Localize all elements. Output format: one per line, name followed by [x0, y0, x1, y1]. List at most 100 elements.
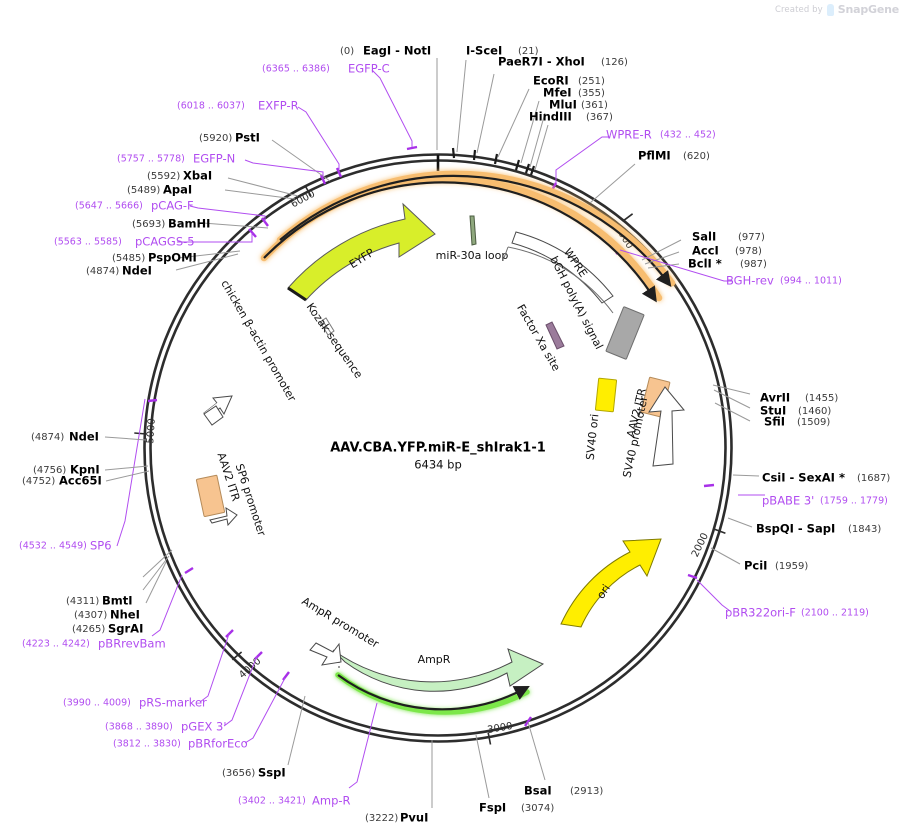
- site-name-pvui: PvuI: [400, 811, 428, 825]
- site-pos-avrii: (1455): [805, 393, 838, 404]
- site-pos-bamhi: (5489): [127, 185, 160, 196]
- feature-label-sv40-ori: SV40 ori: [584, 413, 602, 460]
- site-pos-pflmi: (620): [683, 151, 710, 162]
- site-pos-fspi: (3074): [521, 803, 554, 814]
- orange-arc-outer: [279, 174, 672, 287]
- feature-label-kozak: Kozak sequence: [304, 301, 366, 381]
- primer-name-egfp-c: EGFP-C: [348, 62, 390, 76]
- site-name-fspi: FspI: [479, 801, 506, 815]
- site-pos-pspomi: (4874): [86, 266, 119, 277]
- site-name-stui: StuI: [760, 404, 786, 418]
- primer-range-pcaggs5: (5563 .. 5585): [54, 237, 122, 248]
- feature-factor-xa-site: Factor Xa site: [514, 302, 565, 374]
- feature-label-ampr: AmpR: [418, 653, 451, 666]
- primer-name-pgex3: pGEX 3': [181, 720, 227, 734]
- feature-ori: ori: [560, 538, 662, 628]
- site-pos-ndei: (4874): [31, 432, 64, 443]
- plasmid-title: AAV.CBA.YFP.miR-E_shIrak1-1: [330, 441, 546, 456]
- site-name-mfei: MfeI: [543, 86, 572, 100]
- site-pos-bspqi: (1843): [848, 524, 881, 535]
- site-name-pcii: PciI: [744, 559, 767, 573]
- primer-range-bgh-rev: (994 .. 1011): [780, 276, 842, 287]
- site-name-bsai: BsaI: [524, 784, 552, 798]
- site-name-avrii: AvrII: [760, 391, 790, 405]
- primer-range-egfp-c: (6365 .. 6386): [262, 64, 330, 75]
- created-by-label: Created by: [774, 4, 823, 15]
- feature-sv40-ori: SV40 ori: [584, 377, 618, 461]
- primer-range-prs-marker: (3990 .. 4009): [63, 698, 131, 709]
- primer-name-egfp-n: EGFP-N: [193, 152, 235, 166]
- primer-range-exfp-r: (6018 .. 6037): [177, 101, 245, 112]
- snapgene-logo-icon: [826, 3, 834, 16]
- site-pos-hindiii: (367): [586, 112, 613, 123]
- snapgene-name: SnapGene: [837, 3, 899, 16]
- site-name-sali: SalI: [692, 230, 716, 244]
- labels-top: (0) EagI - NotI I-SceI (21) PaeR7I - Xho…: [340, 44, 716, 204]
- site-name-sspi: SspI: [258, 766, 286, 780]
- plasmid-size: 6434 bp: [414, 458, 462, 472]
- site-pos-sspi: (3656): [222, 768, 255, 779]
- feature-chicken-bactin-promoter: chicken β-actin promoter: [203, 278, 299, 426]
- primer-range-egfp-n: (5757 .. 5778): [117, 154, 185, 165]
- site-pos-acci: (978): [735, 246, 762, 257]
- orange-arc-inner: [263, 181, 657, 303]
- tick-label-4000: 4000: [237, 656, 263, 681]
- site-pos-csii: (1687): [857, 473, 890, 484]
- feature-label-ampr-promoter: AmpR promoter: [299, 594, 381, 650]
- site-name-bspqi: BspQI - SapI: [756, 522, 835, 536]
- site-name-psti: PstI: [235, 131, 260, 145]
- feature-mir30a-loop: miR-30a loop: [436, 215, 509, 262]
- site-name-nhei: NheI: [110, 608, 140, 622]
- primer-range-pbr322ori-f: (2100 .. 2119): [801, 608, 869, 619]
- site-name-kpni: KpnI: [70, 463, 100, 477]
- site-name-acci: AccI: [692, 244, 719, 258]
- site-name-sgrai: SgrAI: [108, 622, 143, 636]
- primer-range-wpre-r: (432 .. 452): [660, 130, 716, 141]
- site-pos-mlui: (361): [581, 100, 608, 111]
- site-name-ecori: EcoRI: [533, 74, 569, 88]
- primer-name-pbr322ori-f: pBR322ori-F: [725, 606, 796, 620]
- site-pos-psti: (5920): [199, 133, 232, 144]
- primer-name-amp-r: Amp-R: [312, 794, 351, 808]
- primer-name-pcag-f: pCAG-F: [151, 199, 194, 213]
- bgh-polya-box: [605, 306, 645, 360]
- snapgene-branding: Created by SnapGene: [775, 3, 899, 16]
- primer-name-pbabe3: pBABE 3': [762, 494, 814, 508]
- labels-right: SalI (977) AccI (978) BclI * (987) BGH-r…: [619, 230, 890, 620]
- primer-range-amp-r: (3402 .. 3421): [238, 796, 306, 807]
- primer-range-pbabe3: (1759 .. 1779): [820, 496, 888, 507]
- site-name-acc65i: Acc65I: [59, 474, 102, 488]
- site-pos-xbai: (5693): [132, 219, 165, 230]
- site-name-xbai: BamHI: [168, 217, 210, 231]
- labels-left: (4311) BmtI (4307) NheI (4265) SgrAI (42…: [19, 398, 183, 651]
- site-name-pspomi: NdeI: [122, 264, 152, 278]
- site-name-paer7i: PaeR7I - XhoI: [498, 55, 585, 69]
- site-pos-stui: (1460): [798, 406, 831, 417]
- site-pos-bmti: (4311): [66, 596, 99, 607]
- site-pos-mfei: (355): [578, 88, 605, 99]
- site-name-hindiii: HindIII: [529, 110, 572, 124]
- site-pos-nhei: (4307): [74, 610, 107, 621]
- site-name-bcli: BclI *: [688, 257, 722, 271]
- primer-name-wpre-r: WPRE-R: [606, 128, 652, 142]
- site-pos-acc65i: (4752): [22, 476, 55, 487]
- site-name-pflmi: PflMI: [638, 149, 671, 163]
- site-pos-bcli: (987): [740, 259, 767, 270]
- feature-label-chicken-bactin: chicken β-actin promoter: [218, 278, 298, 404]
- site-name-mlui: MluI: [549, 98, 577, 112]
- primer-range-pbrforeco: (3812 .. 3830): [113, 739, 181, 750]
- site-pos-isceI: (21): [518, 46, 539, 57]
- orange-feature-arcs: [260, 170, 676, 303]
- site-name-apai: PspOMI: [148, 251, 197, 265]
- feature-kozak-sequence: Kozak sequence: [304, 301, 366, 381]
- feature-ampr-promoter: AmpR promoter: [299, 594, 381, 666]
- primer-name-exfp-r: EXFP-R: [258, 99, 299, 113]
- site-pos-eagi: (0): [340, 46, 354, 57]
- feature-label-mir30a: miR-30a loop: [436, 249, 509, 262]
- site-pos-sfii: (1509): [797, 417, 830, 428]
- primer-name-pcaggs5: pCAGGS-5: [135, 235, 195, 249]
- site-pos-paer7i: (126): [601, 57, 628, 68]
- primer-name-pbrforeco: pBRforEco: [188, 737, 248, 751]
